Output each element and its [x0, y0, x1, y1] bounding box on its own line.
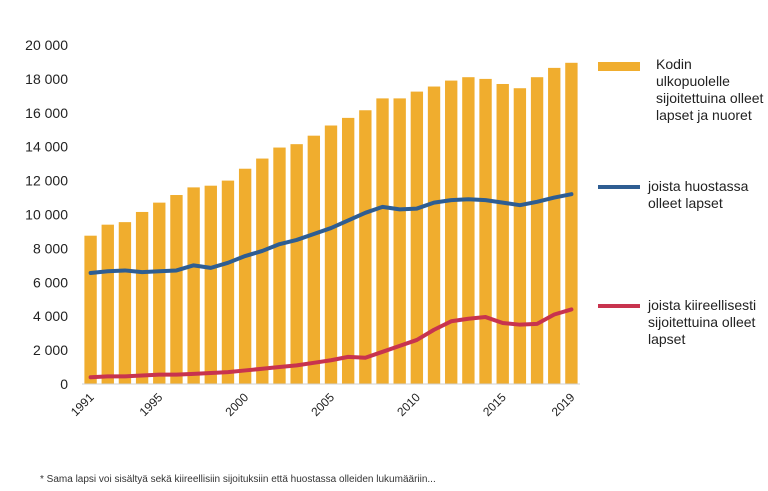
bar-2007	[359, 110, 372, 384]
bar-1998	[204, 185, 217, 384]
bar-2015	[496, 83, 509, 385]
bar-2017	[530, 77, 544, 384]
x-tick-label: 2010	[394, 390, 423, 419]
x-tick-label: 2019	[549, 390, 578, 419]
y-tick-label: 10 000	[25, 207, 68, 223]
x-tick-label: 2005	[308, 390, 337, 419]
bar-2016	[513, 88, 527, 384]
legend-label-emergency: joista kiireellisesti sijoitettuina olle…	[648, 297, 757, 347]
y-tick-label: 2 000	[33, 342, 68, 358]
legend-swatch-bars	[598, 62, 640, 71]
line-series	[88, 192, 574, 380]
bar-2012	[445, 80, 458, 384]
line-series-1	[88, 192, 574, 275]
bar-series	[84, 62, 578, 385]
line-series-2	[88, 307, 574, 380]
bar-1994	[135, 211, 149, 384]
bar-1991	[84, 235, 97, 384]
legend-label-bars: Kodin ulkopuolelle sijoitettuina olleet …	[656, 56, 764, 123]
y-tick-label: 18 000	[25, 71, 68, 87]
bar-2005	[324, 125, 338, 384]
bar-2001	[256, 158, 269, 384]
y-tick-label: 14 000	[25, 139, 68, 155]
bar-2004	[307, 135, 321, 384]
y-tick-label: 12 000	[25, 173, 68, 189]
y-tick-label: 16 000	[25, 105, 68, 121]
bar-2003	[290, 144, 303, 384]
y-tick-label: 4 000	[33, 308, 68, 324]
y-axis-ticks: 0 2 000 4 000 6 000 8 000 10 000 12 000 14 000 1…	[25, 37, 68, 392]
y-tick-label: 20 000	[25, 37, 68, 53]
bar-1997	[187, 187, 200, 384]
bar-2011	[427, 86, 441, 384]
legend-swatch-custody	[598, 185, 640, 189]
x-tick-label: 2015	[480, 390, 509, 419]
x-tick-label: 2000	[222, 390, 251, 419]
bar-1993	[118, 222, 132, 384]
bar-2009	[393, 98, 406, 384]
legend-label-custody: joista huostassa olleet lapset	[648, 178, 749, 211]
y-tick-label: 6 000	[33, 274, 68, 290]
bar-1992	[101, 224, 114, 384]
bar-1996	[170, 195, 183, 384]
bar-2014	[479, 78, 492, 385]
bar-2019	[565, 62, 578, 385]
bar-2018	[548, 67, 561, 384]
bar-1995	[153, 202, 166, 384]
x-tick-label: 1995	[137, 390, 166, 419]
y-tick-label: 8 000	[33, 240, 68, 256]
bar-2013	[462, 77, 475, 384]
x-axis-ticks: 1991 1995 2000 2005 2010 2015 2019	[68, 390, 578, 419]
bar-1999	[221, 180, 235, 384]
bar-2010	[410, 91, 424, 385]
bar-2000	[238, 168, 252, 384]
footnote: * Sama lapsi voi sisältyä sekä kiireelli…	[40, 474, 436, 485]
legend-swatch-emergency	[598, 304, 640, 308]
bar-2006	[341, 117, 355, 384]
bar-2008	[376, 98, 389, 384]
x-tick-label: 1991	[68, 390, 97, 419]
y-tick-label: 0	[60, 376, 68, 392]
bar-2002	[273, 147, 286, 384]
